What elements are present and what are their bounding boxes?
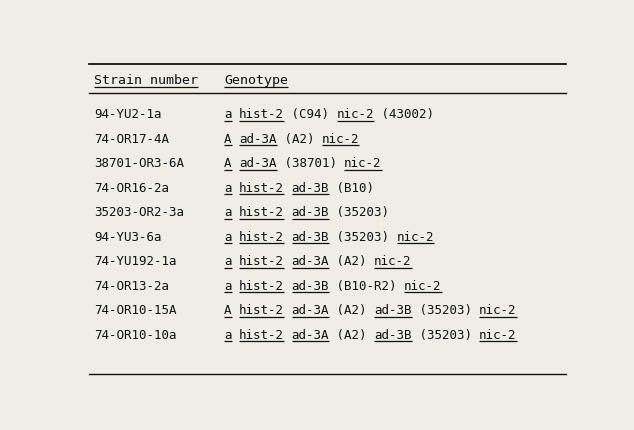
Text: hist-2: hist-2 (239, 206, 284, 219)
Text: 74-OR10-15A: 74-OR10-15A (94, 304, 176, 317)
Text: ad-3B: ad-3B (292, 181, 329, 194)
Text: ad-3A: ad-3A (292, 329, 329, 341)
Text: (B10-R2): (B10-R2) (329, 280, 404, 292)
Text: ad-3A: ad-3A (239, 132, 276, 145)
Text: (A2): (A2) (329, 329, 374, 341)
Text: nic-2: nic-2 (479, 304, 517, 317)
Text: A: A (224, 304, 231, 317)
Text: 94-YU2-1a: 94-YU2-1a (94, 108, 162, 121)
Text: Strain number: Strain number (94, 74, 198, 87)
Text: A: A (224, 132, 231, 145)
Text: (35203): (35203) (329, 230, 397, 243)
Text: (A2): (A2) (329, 255, 374, 268)
Text: a: a (224, 181, 231, 194)
Text: nic-2: nic-2 (344, 157, 382, 170)
Text: 94-YU3-6a: 94-YU3-6a (94, 230, 162, 243)
Text: 74-OR16-2a: 74-OR16-2a (94, 181, 169, 194)
Text: 35203-OR2-3a: 35203-OR2-3a (94, 206, 184, 219)
Text: ad-3B: ad-3B (292, 280, 329, 292)
Text: a: a (224, 206, 231, 219)
Text: ad-3A: ad-3A (292, 304, 329, 317)
Text: nic-2: nic-2 (397, 230, 434, 243)
Text: (43002): (43002) (374, 108, 434, 121)
Text: hist-2: hist-2 (239, 181, 284, 194)
Text: 74-OR13-2a: 74-OR13-2a (94, 280, 169, 292)
Text: ad-3B: ad-3B (292, 206, 329, 219)
Text: (35203): (35203) (411, 304, 479, 317)
Text: (35203): (35203) (411, 329, 479, 341)
Text: Genotype: Genotype (224, 74, 288, 87)
Text: 74-OR17-4A: 74-OR17-4A (94, 132, 169, 145)
Text: hist-2: hist-2 (239, 280, 284, 292)
Text: a: a (224, 329, 231, 341)
Text: ad-3B: ad-3B (374, 304, 411, 317)
Text: nic-2: nic-2 (337, 108, 374, 121)
Text: ad-3B: ad-3B (292, 230, 329, 243)
Text: 38701-OR3-6A: 38701-OR3-6A (94, 157, 184, 170)
Text: A: A (224, 157, 231, 170)
Text: hist-2: hist-2 (239, 108, 284, 121)
Text: (B10): (B10) (329, 181, 374, 194)
Text: ad-3A: ad-3A (292, 255, 329, 268)
Text: hist-2: hist-2 (239, 255, 284, 268)
Text: a: a (224, 280, 231, 292)
Text: 74-OR10-10a: 74-OR10-10a (94, 329, 176, 341)
Text: 74-YU192-1a: 74-YU192-1a (94, 255, 176, 268)
Text: nic-2: nic-2 (479, 329, 517, 341)
Text: nic-2: nic-2 (374, 255, 411, 268)
Text: (A2): (A2) (276, 132, 321, 145)
Text: (C94): (C94) (284, 108, 337, 121)
Text: (38701): (38701) (276, 157, 344, 170)
Text: ad-3A: ad-3A (239, 157, 276, 170)
Text: hist-2: hist-2 (239, 329, 284, 341)
Text: nic-2: nic-2 (321, 132, 359, 145)
Text: a: a (224, 230, 231, 243)
Text: hist-2: hist-2 (239, 230, 284, 243)
Text: (35203): (35203) (329, 206, 389, 219)
Text: (A2): (A2) (329, 304, 374, 317)
Text: ad-3B: ad-3B (374, 329, 411, 341)
Text: a: a (224, 255, 231, 268)
Text: hist-2: hist-2 (239, 304, 284, 317)
Text: a: a (224, 108, 231, 121)
Text: nic-2: nic-2 (404, 280, 442, 292)
